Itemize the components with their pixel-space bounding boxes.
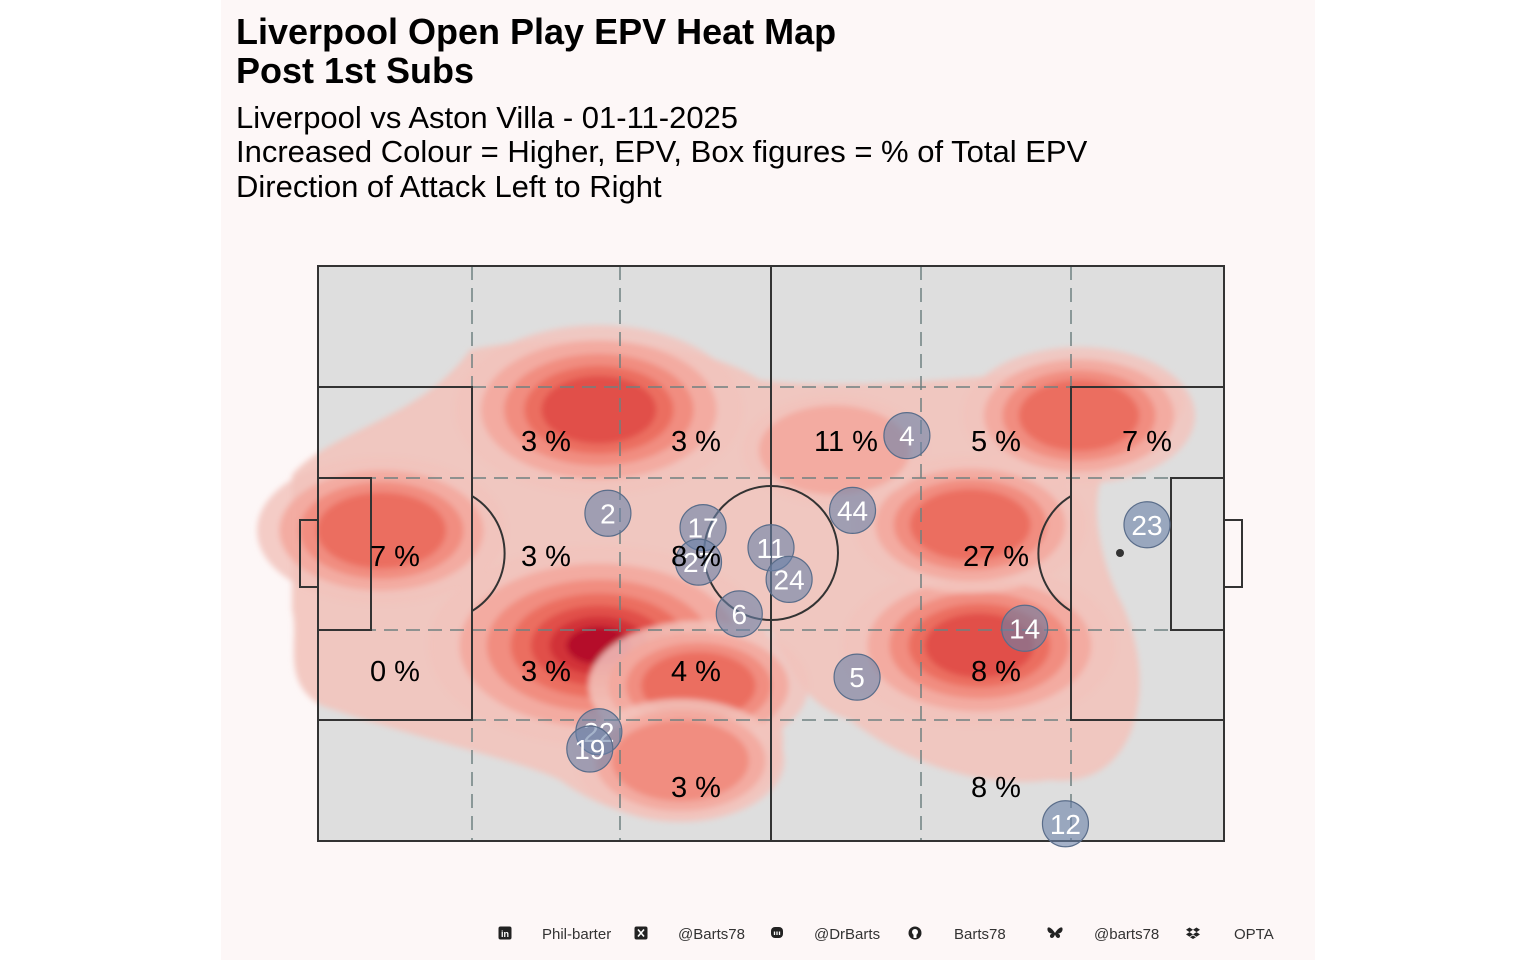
x-handle: @Barts78 [678,926,745,943]
mastodon-handle: @DrBarts [814,926,881,943]
player-number-27: 27 [683,547,714,578]
zone-label-c2-r3: 8 % [671,541,721,573]
zone-labels: 3 % 3 % 11 % 5 % 7 % 7 % 3 % 8 % 27 % 0 % 3 % 4 % 8 … [370,426,1172,804]
svg-text:in: in [501,929,509,939]
chart-subtitle-line3: Direction of Attack Left to Right [236,169,662,204]
player-marker-24 [765,555,813,603]
penalty-spot-right [1116,549,1124,557]
player-number-5: 5 [849,662,865,693]
bluesky-icon [1046,926,1064,940]
zone-label-c4-r5: 8 % [971,772,1021,804]
data-source: OPTA [1234,926,1274,943]
linkedin-handle: Phil-barter [542,926,612,943]
github-icon [908,926,922,940]
zone-label-c3-r2: 11 % [814,426,878,458]
zone-label-c0-r3: 7 % [370,541,420,573]
player-number-6: 6 [732,599,748,630]
bluesky-handle: @barts78 [1094,926,1160,943]
player-number-19: 19 [574,734,605,765]
footer-credits: in Phil-barter @Barts78 @DrBarts Barts78… [0,924,1536,948]
github-handle: Barts78 [954,926,1006,943]
player-number-2: 2 [600,498,616,529]
zone-label-c4-r2: 5 % [971,426,1021,458]
player-marker-2 [584,489,632,537]
zone-label-c4-r4: 8 % [971,656,1021,688]
player-positions: 424417112724614522192312 [566,412,1171,848]
heat-hotspot-8-level-1 [758,405,910,495]
player-marker-27 [674,538,723,586]
player-marker-4 [883,412,931,460]
player-marker-23 [1123,501,1171,549]
player-number-14: 14 [1009,613,1040,644]
player-marker-44 [828,486,877,534]
mastodon-icon [770,926,784,940]
player-marker-6 [715,590,763,638]
zone-label-c4-r3: 27 % [963,541,1029,573]
player-marker-19 [566,725,614,773]
player-number-23: 23 [1131,510,1162,541]
player-marker-12 [1041,800,1090,848]
chart-title-line2: Post 1st Subs [236,50,475,91]
x-icon [634,926,648,940]
player-number-12: 12 [1050,809,1081,840]
player-number-4: 4 [899,421,915,452]
linkedin-icon: in [498,926,512,940]
player-number-17: 17 [687,513,718,544]
player-number-24: 24 [774,564,805,595]
zone-label-c2-r5: 3 % [671,772,721,804]
zone-label-c1-r2: 3 % [521,426,571,458]
heat-hotspot-4-level-3 [910,489,1031,561]
player-marker-5 [833,653,881,701]
zone-label-c5-r2: 7 % [1122,426,1172,458]
heat-layer [257,325,1196,822]
penalty-arc-right [1037,495,1072,612]
goal-left [299,519,319,588]
penalty-arc-left [471,495,506,612]
heat-hotspot-7-level-2 [611,719,750,802]
chart-title-line1: Liverpool Open Play EPV Heat Map [236,11,837,52]
heat-hotspot-5-level-3 [1018,379,1140,452]
goal-right [1223,519,1243,588]
player-marker-14 [1001,604,1049,652]
zone-label-c1-r3: 3 % [521,541,571,573]
zone-label-c1-r4: 3 % [521,656,571,688]
zone-label-c2-r4: 4 % [671,656,721,688]
zone-label-c0-r4: 0 % [370,656,420,688]
player-number-44: 44 [837,495,868,526]
zone-label-c2-r2: 3 % [671,426,721,458]
heat-hotspot-1-level-4 [541,375,657,444]
dropbox-icon [1186,926,1200,940]
chart-subtitle-line1: Liverpool vs Aston Villa - 01-11-2025 [236,100,739,135]
heat-hotspot-2-level-3 [316,492,447,569]
pitch-markings [299,265,1243,842]
chart-subtitle-line2: Increased Colour = Higher, EPV, Box figu… [236,134,1088,169]
